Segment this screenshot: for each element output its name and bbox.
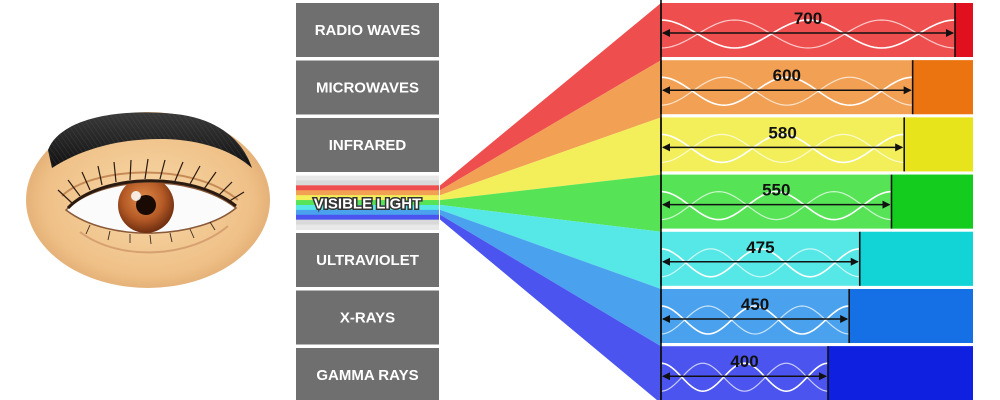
wavelength-value: 475 bbox=[746, 238, 774, 257]
label-text: MICROWAVES bbox=[316, 80, 419, 97]
wavelength-value: 600 bbox=[773, 66, 801, 85]
label-text: RADIO WAVES bbox=[315, 22, 421, 39]
band-gamma-rays: 400 bbox=[661, 346, 973, 400]
spectrum-labels: RADIO WAVES MICROWAVES INFRARED VISIBLE LIG… bbox=[296, 3, 439, 400]
visible-light-stripe bbox=[296, 185, 439, 190]
band-radio-waves: 700 bbox=[661, 3, 973, 57]
label-text: VISIBLE LIGHT bbox=[314, 196, 422, 213]
label-box-microwaves: MICROWAVES bbox=[296, 61, 439, 115]
band-dark-end bbox=[849, 289, 973, 343]
band-dark-end bbox=[913, 60, 973, 114]
wavelength-bands: 700 600 580 550 475 450 400 bbox=[661, 0, 973, 400]
wavelength-value: 550 bbox=[762, 181, 790, 200]
visible-light-stripe bbox=[296, 215, 439, 220]
label-box-visible-light: VISIBLE LIGHT bbox=[296, 176, 439, 231]
wavelength-value: 450 bbox=[741, 295, 769, 314]
band-ultraviolet: 475 bbox=[661, 232, 973, 286]
wavelength-value: 700 bbox=[794, 9, 822, 28]
band-dark-end bbox=[892, 175, 974, 229]
spectrum-beams bbox=[440, 3, 661, 400]
band-dark-end bbox=[904, 117, 973, 171]
visible-light-stripe bbox=[296, 176, 439, 181]
band-microwaves: 600 bbox=[661, 60, 973, 114]
label-box-radio-waves: RADIO WAVES bbox=[296, 3, 439, 57]
band-dark-end bbox=[860, 232, 973, 286]
visible-light-stripe bbox=[296, 180, 439, 185]
band-dark-end bbox=[828, 346, 973, 400]
visible-light-stripe bbox=[296, 225, 439, 230]
band-x-rays: 450 bbox=[661, 289, 973, 343]
label-box-infrared: INFRARED bbox=[296, 118, 439, 172]
band-dark-end bbox=[955, 3, 973, 57]
visible-light-stripe bbox=[296, 220, 439, 225]
wavelength-value: 400 bbox=[730, 352, 758, 371]
label-box-ultraviolet: ULTRAVIOLET bbox=[296, 233, 439, 287]
label-box-gamma-rays: GAMMA RAYS bbox=[296, 348, 439, 400]
label-text: X-RAYS bbox=[340, 310, 395, 327]
wavelength-value: 580 bbox=[768, 123, 796, 142]
label-box-x-rays: X-RAYS bbox=[296, 291, 439, 345]
label-text: INFRARED bbox=[329, 137, 407, 154]
band-infrared: 580 bbox=[661, 117, 973, 171]
label-text: GAMMA RAYS bbox=[316, 367, 418, 384]
band-visible-light: 550 bbox=[661, 175, 973, 229]
label-text: ULTRAVIOLET bbox=[316, 252, 419, 269]
human-eye-icon bbox=[26, 112, 270, 288]
